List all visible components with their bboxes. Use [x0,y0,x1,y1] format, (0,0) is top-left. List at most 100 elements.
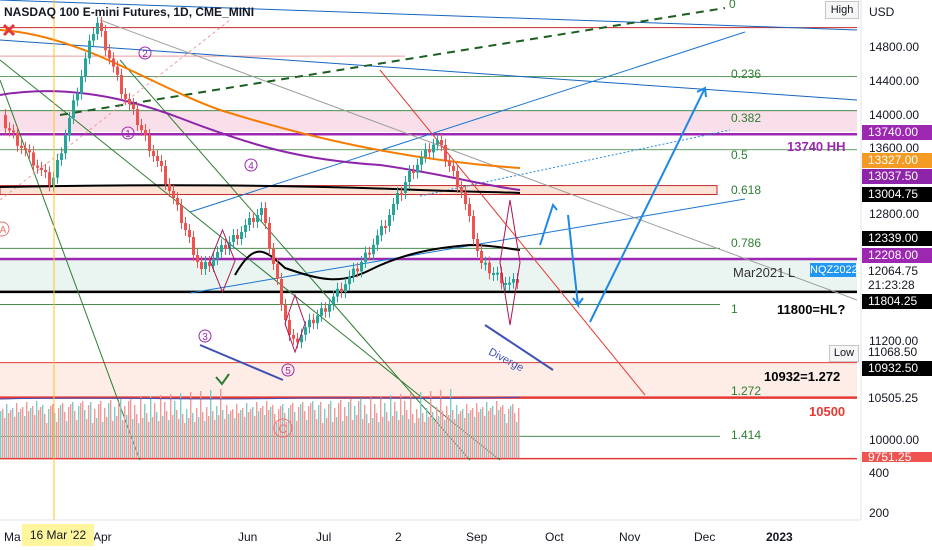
volume-bar [68,407,70,458]
volume-bar [510,406,512,458]
candle [332,296,335,305]
candle [324,308,327,312]
candle [432,144,435,153]
price-axis-label: 14800.00 [869,40,920,54]
volume-bar [128,401,130,458]
candle [448,161,451,166]
volume-bar [244,417,246,458]
candle [148,135,151,151]
volume-bar [172,415,174,458]
candle [256,215,259,222]
volume-bar [448,415,450,458]
volume-bar [262,406,264,458]
volume-bar [104,408,106,458]
price-axis-label: 10000.00 [869,433,920,447]
chart-title: NASDAQ 100 E-mini Futures, 1D, CME_MINI [4,5,255,19]
candle [508,282,511,285]
candle [124,94,127,99]
volume-bar [38,410,40,458]
candle [504,283,507,285]
volume-bar [372,418,374,458]
volume-bar [464,418,466,458]
volume-bar [432,412,434,458]
candle [132,104,135,109]
volume-bar [8,413,10,458]
candle [404,182,407,193]
candle [460,187,463,192]
volume-bar [150,396,152,458]
volume-bar [386,412,388,458]
currency-label: USD [869,5,895,19]
volume-bar [338,403,340,458]
volume-bar [482,407,484,458]
diamond-pattern [499,199,521,326]
volume-bar [412,414,414,458]
volume-bar [120,399,122,458]
candle [48,172,51,186]
volume-bar [158,421,160,458]
candle [200,262,203,269]
volume-bar [456,405,458,458]
price-axis-label: 13600.00 [869,141,920,155]
volume-bar [392,416,394,458]
black-moving-average [0,184,521,194]
volume-bar [134,405,136,458]
volume-bar [304,411,306,458]
volume-bar [360,398,362,458]
volume-bar [328,404,330,458]
volume-bar [484,416,486,458]
price-tag-12339: 12339.00 [862,231,932,246]
volume-bar [52,404,54,458]
volume-bar [218,415,220,458]
volume-bar [214,420,216,458]
volume-bar [504,414,506,458]
wave-label-circle [121,126,135,140]
projection-arrow [589,86,707,323]
volume-bar [242,408,244,458]
volume-bar [414,423,416,458]
volume-bar [34,415,36,458]
volume-bar [398,420,400,458]
candle [216,252,219,259]
volume-bar [330,401,332,458]
volume-bar [402,415,404,458]
price-axis-label: 14400.00 [869,74,920,88]
volume-bar [352,420,354,458]
low-button[interactable]: Low [829,345,859,362]
volume-bar [278,409,280,458]
volume-bar [310,403,312,458]
volume-bar [444,420,446,458]
candle [364,252,367,262]
volume-bar [58,408,60,458]
candle [220,245,223,252]
volume-bar [26,402,28,458]
volume-bar [228,414,230,458]
volume-bar [20,409,22,458]
volume-bar [440,390,442,458]
volume-bar [354,406,356,458]
volume-bar [88,405,90,458]
volume-bar [10,410,12,458]
volume-bar [248,412,250,458]
volume-bar [280,406,282,458]
volume-bar [454,419,456,458]
divergence-line [484,324,554,371]
candle [428,149,431,153]
high-button[interactable]: High [825,1,859,19]
candle [224,245,227,249]
candle [204,262,207,269]
wave-label: 3 [202,332,208,343]
candle [168,184,171,191]
candle [412,171,415,173]
candle [468,204,471,216]
volume-bar [212,411,214,458]
volume-bar [42,405,44,458]
volume-bar [192,413,194,458]
candle [244,225,247,232]
volume-bar [4,418,6,458]
volume-bar [404,401,406,458]
candle [500,272,503,284]
candle [372,244,375,255]
volume-bar [420,392,422,458]
